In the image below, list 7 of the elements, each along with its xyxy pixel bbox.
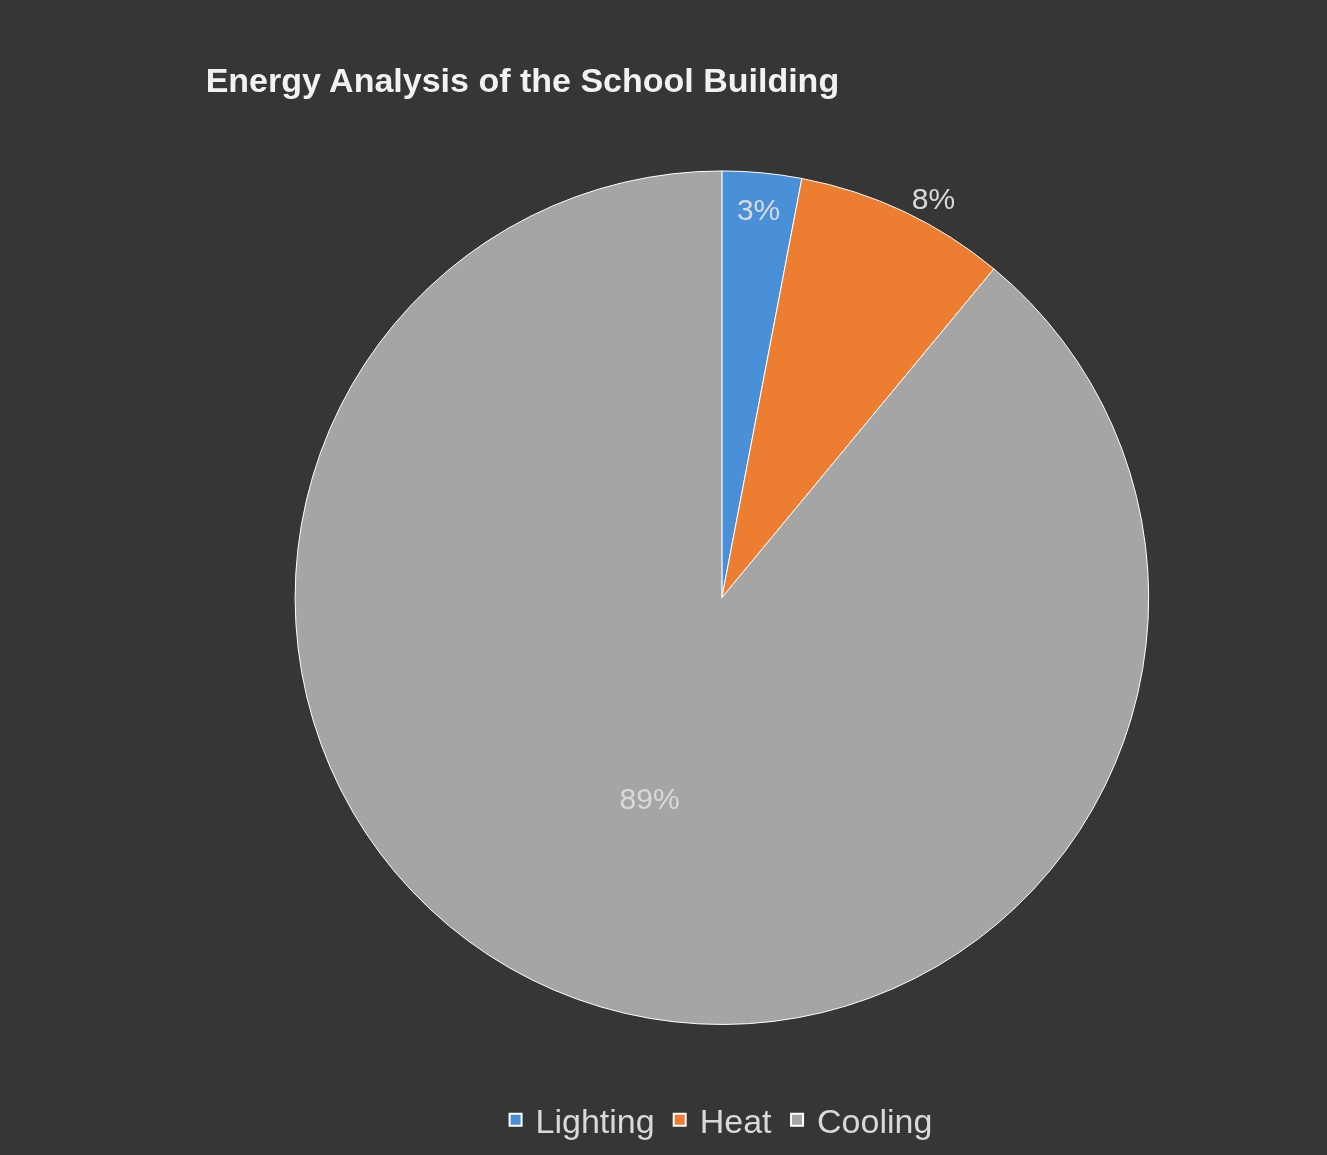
legend-label: Lighting [535, 1102, 655, 1141]
pie-slice [295, 170, 1150, 1025]
data-label: 8% [911, 181, 956, 215]
legend-label: Cooling [817, 1102, 933, 1141]
chart-title: Energy Analysis of the School Building [205, 60, 840, 99]
legend-label: Heat [699, 1102, 773, 1141]
data-label: 3% [736, 192, 781, 226]
